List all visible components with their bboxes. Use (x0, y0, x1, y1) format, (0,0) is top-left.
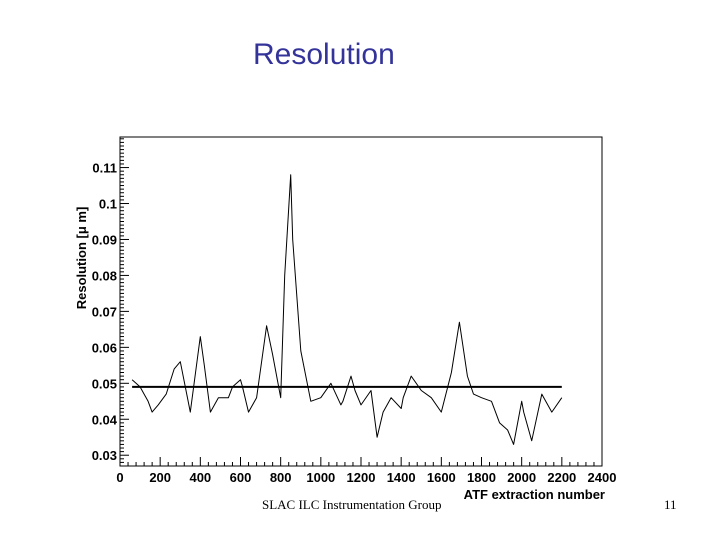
y-tick-label: 0.05 (92, 376, 117, 391)
y-tick-label: 0.1 (99, 197, 117, 212)
x-tick-label: 600 (230, 470, 252, 485)
y-tick-label: 0.09 (92, 232, 117, 247)
x-tick-label: 2400 (588, 470, 617, 485)
y-axis-title: Resolution [μ m] (74, 207, 89, 310)
x-tick-label: 2200 (547, 470, 576, 485)
series-layer (131, 174, 563, 445)
x-tick-label: 1400 (387, 470, 416, 485)
x-tick-label: 800 (270, 470, 292, 485)
x-tick-label: 200 (149, 470, 171, 485)
x-tick-label: 1800 (467, 470, 496, 485)
x-tick-label: 0 (116, 470, 123, 485)
x-tick-label: 2000 (507, 470, 536, 485)
tick-label-layer: 0 200 400 600 800 1000 1200 1400 1600 1800 2000 220… (92, 161, 617, 485)
y-tick-label: 0.11 (92, 161, 117, 176)
resolution-series-line (131, 174, 563, 445)
y-tick-label: 0.03 (92, 448, 117, 463)
x-axis-title: ATF extraction number (464, 487, 605, 502)
x-tick-label: 1600 (427, 470, 456, 485)
x-tick-label: 1200 (347, 470, 376, 485)
tick-layer (119, 138, 603, 466)
footer-text: SLAC ILC Instrumentation Group (262, 497, 442, 512)
x-tick-label: 1000 (306, 470, 335, 485)
x-tick-label: 400 (189, 470, 211, 485)
y-tick-label: 0.07 (92, 304, 117, 319)
page-number: 11 (664, 497, 677, 512)
slide-title: Resolution (253, 38, 395, 71)
y-tick-label: 0.08 (92, 268, 117, 283)
plot-frame (119, 136, 603, 467)
y-tick-label: 0.06 (92, 340, 117, 355)
y-tick-label: 0.04 (92, 412, 118, 427)
